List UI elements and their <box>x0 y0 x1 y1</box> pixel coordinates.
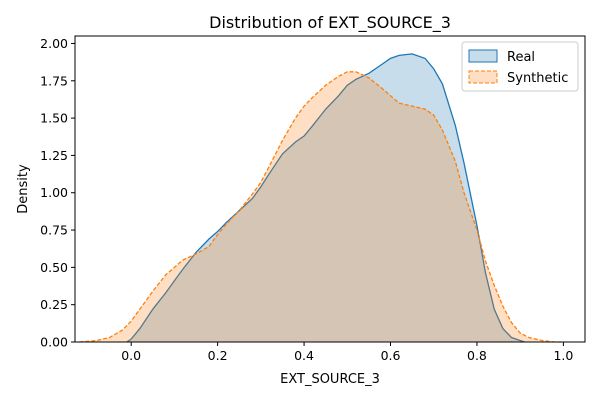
legend-swatch-real <box>468 49 498 63</box>
density-area-synthetic <box>79 71 564 342</box>
legend-label-synthetic: Synthetic <box>507 71 568 86</box>
y-axis-label: Density <box>16 164 31 214</box>
x-axis: 0.0 0.2 0.4 0.6 0.8 1.0 <box>121 342 573 363</box>
x-tick-label: 0.0 <box>121 348 141 363</box>
x-axis-label: EXT_SOURCE_3 <box>280 372 380 387</box>
y-tick-label: 0.50 <box>40 260 68 275</box>
y-tick-label: 1.50 <box>40 111 68 126</box>
x-tick-label: 0.8 <box>467 348 487 363</box>
y-tick-label: 0.75 <box>40 223 68 238</box>
legend-box <box>461 41 579 92</box>
legend-label-real: Real <box>507 50 535 65</box>
y-tick-label: 1.00 <box>40 185 68 200</box>
y-axis: 0.00 0.25 0.50 0.75 1.00 1.25 1.50 1.75 2.00 <box>40 36 75 350</box>
legend: Real Synthetic <box>461 41 579 92</box>
x-tick-label: 0.6 <box>381 348 401 363</box>
density-line-synthetic <box>79 71 564 343</box>
x-tick-label: 0.2 <box>208 348 228 363</box>
axes-frame <box>74 35 586 343</box>
plot-area <box>79 53 564 343</box>
density-area-real <box>126 53 525 342</box>
y-tick-label: 1.25 <box>40 148 68 163</box>
density-line-real <box>126 53 525 343</box>
x-tick-label: 0.4 <box>294 348 314 363</box>
y-tick-label: 0.25 <box>40 297 68 312</box>
y-tick-label: 2.00 <box>40 36 68 51</box>
chart-title: Distribution of EXT_SOURCE_3 <box>209 13 451 33</box>
legend-swatch-synthetic <box>468 70 498 84</box>
y-tick-label: 1.75 <box>40 73 68 88</box>
y-tick-label: 0.00 <box>40 335 68 350</box>
x-tick-label: 1.0 <box>553 348 573 363</box>
